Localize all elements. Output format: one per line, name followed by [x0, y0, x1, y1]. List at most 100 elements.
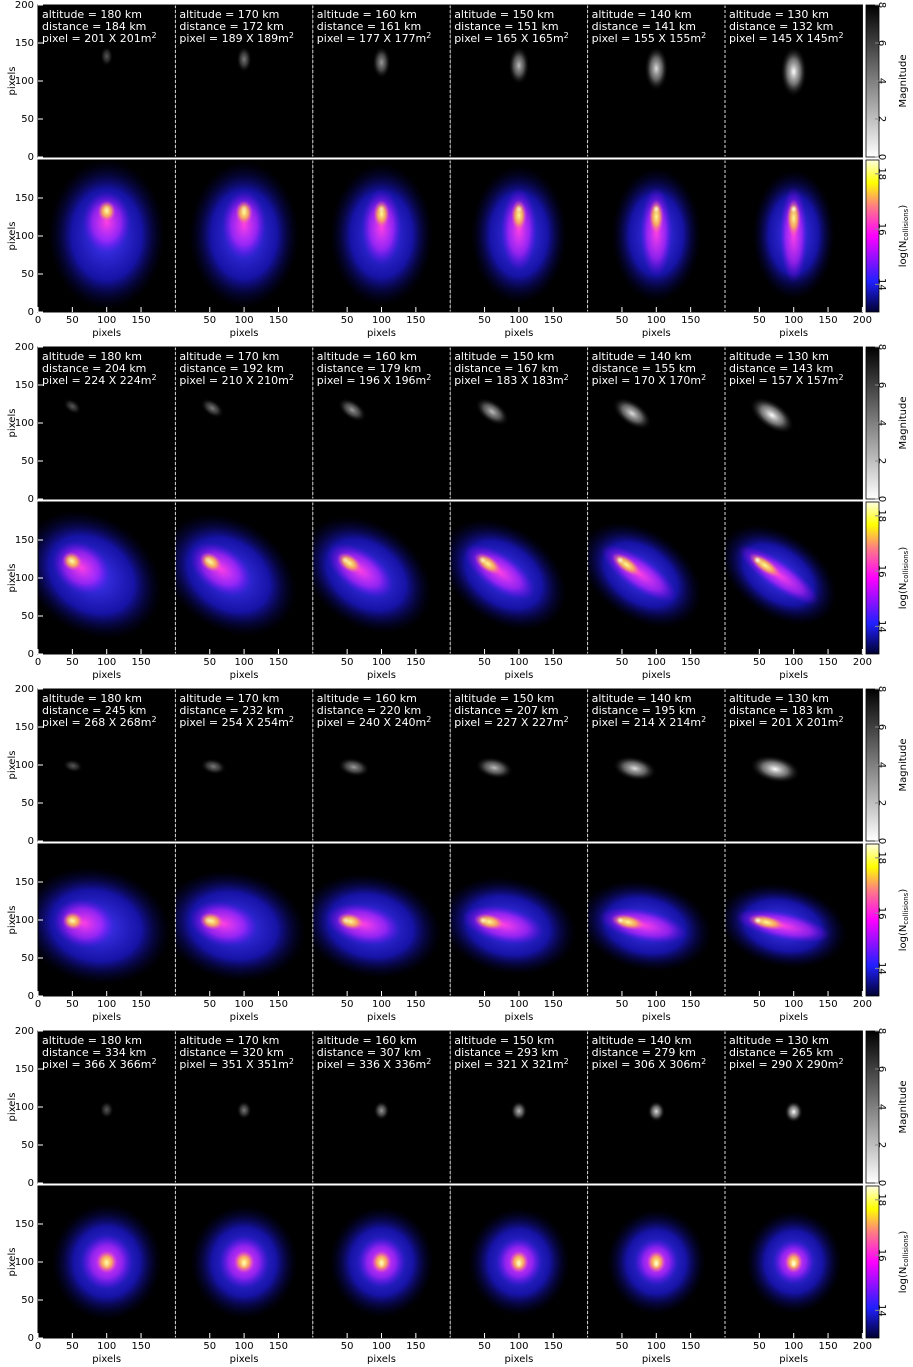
panel-distance: distance = 141 km — [592, 20, 696, 33]
x-tick-label: 100 — [97, 657, 116, 668]
y-axis-label: pixels — [7, 1093, 18, 1122]
colorbar-tick-label: 2 — [876, 458, 887, 464]
pixel-size: pixel = 321 X 321m — [454, 1058, 563, 1071]
panel-distance: distance = 172 km — [179, 20, 283, 33]
colorbar-tick-label: 0 — [876, 154, 887, 160]
pixel-superscript: 2 — [289, 373, 294, 382]
colorbar-tick-label: 18 — [876, 509, 887, 522]
image-blob — [341, 916, 350, 924]
x-tick-label: 50 — [753, 315, 766, 326]
image-background — [587, 689, 725, 841]
x-axis-label: pixels — [230, 1354, 259, 1365]
x-tick-label: 50 — [616, 1341, 629, 1352]
panel-altitude: altitude = 170 km — [179, 8, 279, 21]
pixel-superscript: 2 — [426, 31, 431, 40]
pixel-superscript: 2 — [426, 373, 431, 382]
x-tick-label: 100 — [509, 315, 528, 326]
image-blob — [652, 205, 660, 214]
x-axis-label: pixels — [92, 670, 121, 681]
image-panel — [725, 1186, 863, 1338]
panel-pixel: pixel = 183 X 183m2 — [454, 373, 569, 388]
x-tick-label: 50 — [341, 999, 354, 1010]
x-tick-label: 50 — [341, 315, 354, 326]
colorbar-tick-label: 14 — [876, 278, 887, 291]
pixel-superscript: 2 — [701, 715, 706, 724]
image-blob — [372, 46, 391, 79]
colorbar-label-text: log(N — [898, 1267, 909, 1294]
image-blob — [652, 1259, 660, 1269]
colorbar-tick-label: 4 — [876, 762, 887, 768]
colorbar-tick-label: 16 — [876, 907, 887, 920]
x-tick-label: 200 — [853, 657, 872, 668]
colorbar-label: log(Ncollisions) — [898, 1231, 910, 1294]
image-panel — [725, 1031, 863, 1183]
image-panel — [450, 502, 588, 654]
x-tick-label: 50 — [753, 1341, 766, 1352]
colorbar-tick-label: 14 — [876, 620, 887, 633]
panel-distance: distance = 232 km — [179, 704, 283, 717]
image-panel — [725, 160, 863, 312]
image-blob — [337, 913, 364, 930]
x-tick-label: 150 — [544, 1341, 563, 1352]
pixel-superscript: 2 — [151, 1057, 156, 1066]
image-background — [587, 347, 725, 499]
panel-altitude: altitude = 180 km — [42, 8, 142, 21]
y-tick-label: 0 — [28, 1333, 34, 1344]
pixel-size: pixel = 155 X 155m — [592, 32, 701, 45]
image-blob — [510, 1101, 528, 1121]
image-panel — [175, 1031, 313, 1183]
y-tick-label: 50 — [21, 269, 34, 280]
image-blob — [478, 556, 487, 564]
image-background — [38, 347, 176, 499]
pixel-superscript: 2 — [564, 31, 569, 40]
x-tick-label: 150 — [681, 657, 700, 668]
y-tick-label: 100 — [15, 1257, 34, 1268]
x-axis-label: pixels — [504, 1354, 533, 1365]
x-tick-label: 100 — [235, 999, 254, 1010]
image-blob — [475, 756, 514, 779]
x-tick-label: 150 — [406, 999, 425, 1010]
x-tick-label: 150 — [406, 1341, 425, 1352]
colorbar-label-text: log(N — [898, 241, 909, 268]
x-tick-label: 100 — [647, 999, 666, 1010]
image-panel — [175, 1186, 313, 1338]
image-blob — [784, 1100, 803, 1123]
image-panel — [38, 1031, 176, 1183]
image-panel — [725, 347, 863, 499]
panel-distance: distance = 183 km — [729, 704, 833, 717]
image-panel — [450, 689, 588, 841]
colorbar-tick-label: 18 — [876, 1193, 887, 1206]
panel-altitude: altitude = 180 km — [42, 1034, 142, 1047]
panel-distance: distance = 320 km — [179, 1046, 283, 1059]
x-tick-label: 100 — [647, 315, 666, 326]
x-axis-label: pixels — [92, 1354, 121, 1365]
y-axis-label: pixels — [7, 222, 18, 251]
pixel-size: pixel = 224 X 224m — [42, 374, 151, 387]
y-axis-label: pixels — [7, 67, 18, 96]
panel-distance: distance = 265 km — [729, 1046, 833, 1059]
panel-pixel: pixel = 321 X 321m2 — [454, 1057, 569, 1072]
image-blob — [647, 1101, 666, 1122]
panel-pixel: pixel = 240 X 240m2 — [317, 715, 432, 730]
panel-pixel: pixel = 155 X 155m2 — [592, 31, 707, 46]
image-blob — [753, 556, 762, 564]
image-panel — [312, 689, 451, 841]
panel-pixel: pixel = 177 X 177m2 — [317, 31, 432, 46]
x-tick-label: 150 — [819, 315, 838, 326]
panel-pixel: pixel = 145 X 145m2 — [729, 31, 844, 46]
panel-altitude: altitude = 140 km — [592, 1034, 692, 1047]
image-panel — [587, 1031, 725, 1183]
image-blob — [616, 916, 625, 924]
x-tick-label: 150 — [819, 1341, 838, 1352]
panel-pixel: pixel = 214 X 214m2 — [592, 715, 707, 730]
pixel-size: pixel = 210 X 210m — [179, 374, 288, 387]
x-axis-label: pixels — [642, 328, 671, 339]
colorbar-tick-label: 18 — [876, 167, 887, 180]
x-tick-label: 200 — [853, 999, 872, 1010]
image-blob — [66, 556, 75, 564]
pixel-size: pixel = 254 X 254m — [179, 716, 288, 729]
x-tick-label: 100 — [509, 999, 528, 1010]
image-panel — [312, 160, 451, 312]
image-panel — [175, 347, 313, 499]
image-blob — [515, 1259, 523, 1269]
